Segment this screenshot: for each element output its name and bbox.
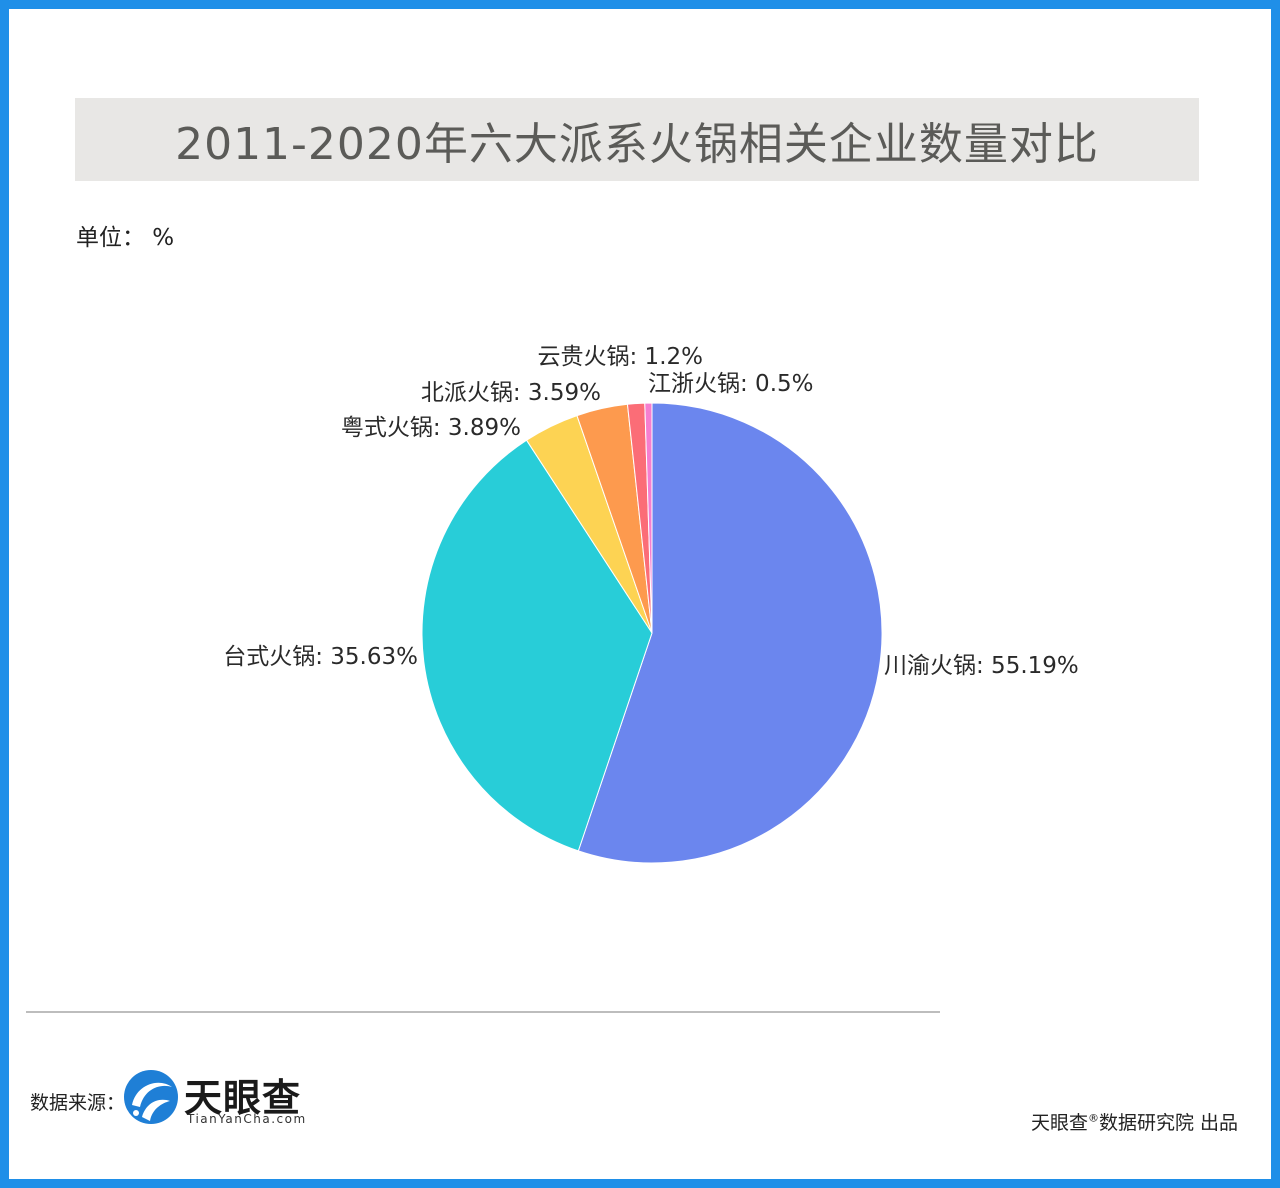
logo-name: 天眼查 bbox=[184, 1076, 302, 1120]
slice-label: 粤式火锅: 3.89% bbox=[341, 415, 521, 441]
logo-domain: TianYanCha.com bbox=[187, 1112, 307, 1126]
pie-slice bbox=[644, 402, 653, 634]
slice-label: 川渝火锅: 55.19% bbox=[884, 653, 1079, 679]
pie-slice bbox=[421, 439, 653, 852]
registered-mark: ® bbox=[1087, 1111, 1099, 1125]
slice-label: 云贵火锅: 1.2% bbox=[538, 344, 704, 370]
slice-label: 台式火锅: 35.63% bbox=[223, 644, 418, 670]
slice-label: 江浙火锅: 0.5% bbox=[648, 371, 814, 397]
footer-divider bbox=[26, 1011, 940, 1013]
unit-label: 单位： % bbox=[76, 225, 175, 251]
credit-text: 天眼查®数据研究院 出品 bbox=[1031, 1108, 1238, 1135]
pie-slice bbox=[577, 402, 883, 864]
tianyancha-logo: 天眼查 TianYanCha.com bbox=[122, 1067, 332, 1131]
slice-label: 北派火锅: 3.59% bbox=[421, 380, 601, 406]
credit-rest: 数据研究院 出品 bbox=[1098, 1112, 1238, 1134]
source-label: 数据来源： bbox=[30, 1092, 126, 1114]
chart-title: 2011-2020年六大派系火锅相关企业数量对比 bbox=[175, 118, 1099, 170]
credit-name: 天眼查 bbox=[1030, 1112, 1088, 1134]
title-banner: 2011-2020年六大派系火锅相关企业数量对比 bbox=[75, 98, 1199, 181]
logo-swirl-icon bbox=[124, 1070, 178, 1124]
